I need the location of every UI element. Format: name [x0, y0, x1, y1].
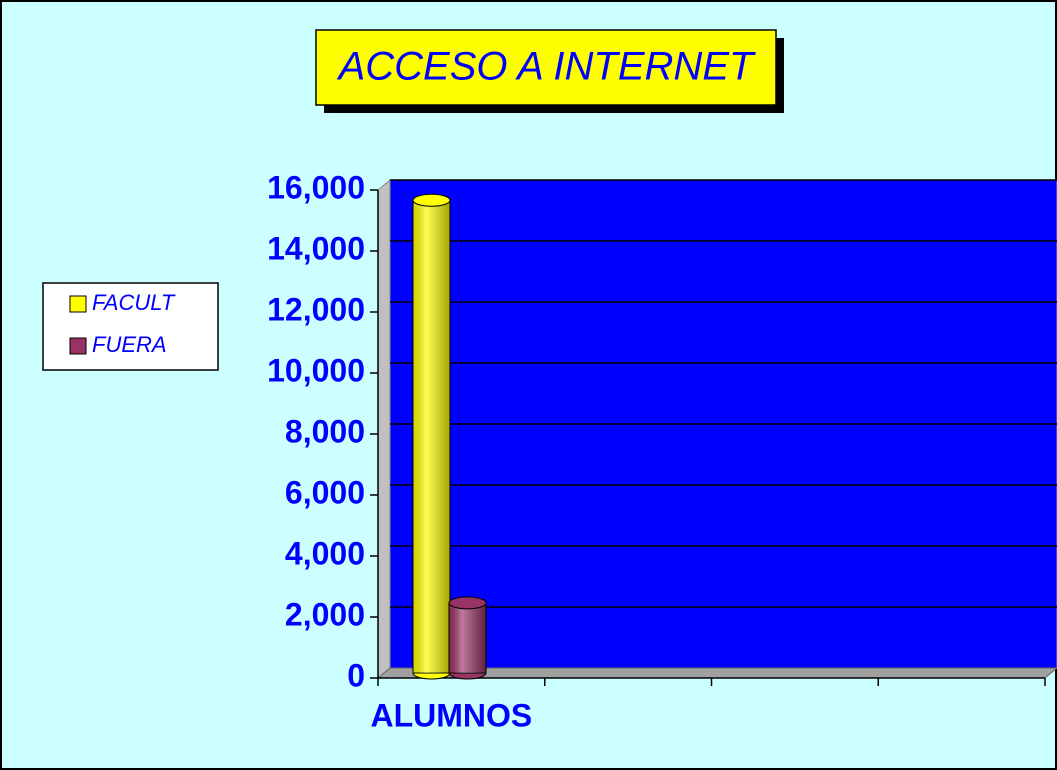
bar-top [412, 193, 451, 207]
y-tick-label: 16,000 [267, 169, 365, 205]
legend-label: FACULT [92, 290, 176, 315]
y-tick-label: 8,000 [285, 413, 365, 449]
bar-top [448, 596, 487, 610]
side-wall [377, 178, 391, 680]
x-tick-label: ALUMNOS [370, 697, 532, 733]
bar-shading [413, 200, 450, 673]
y-tick-label: 6,000 [285, 474, 365, 510]
y-tick-label: 10,000 [267, 352, 365, 388]
legend-swatch [69, 295, 87, 313]
legend-label: FUERA [92, 332, 167, 357]
legend-swatch [69, 337, 87, 355]
bar-shading [449, 602, 486, 673]
y-tick-label: 14,000 [267, 230, 365, 266]
y-tick-label: 12,000 [267, 291, 365, 327]
chart-title: ACCESO A INTERNET [337, 45, 756, 89]
y-tick-label: 4,000 [285, 535, 365, 571]
y-tick-label: 0 [347, 657, 365, 693]
title-box [315, 29, 777, 106]
y-tick-label: 2,000 [285, 596, 365, 632]
